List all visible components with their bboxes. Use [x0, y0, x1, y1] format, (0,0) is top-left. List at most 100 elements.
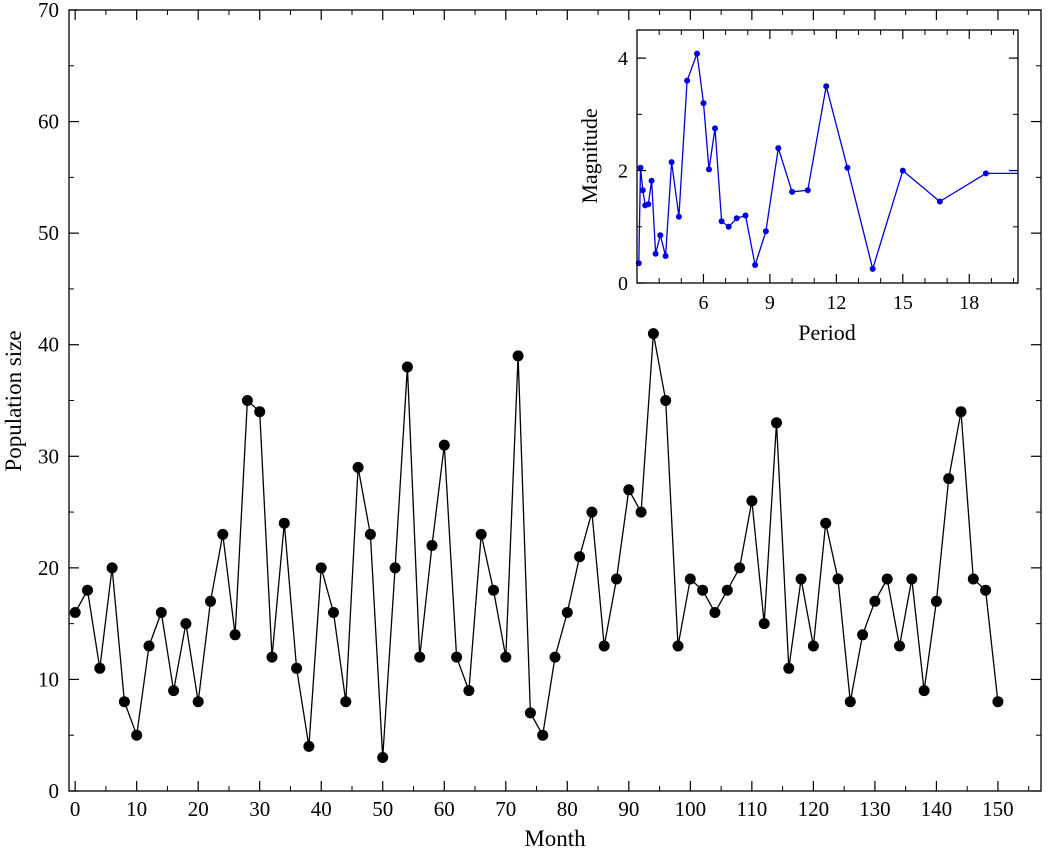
x-tick-label: 12	[826, 292, 846, 314]
data-point	[742, 212, 749, 219]
x-tick-label: 10	[126, 797, 147, 821]
data-point	[637, 164, 644, 171]
data-point	[328, 607, 339, 618]
y-tick-label: 10	[38, 667, 59, 691]
data-point	[315, 562, 327, 574]
data-point	[746, 495, 758, 507]
data-point	[789, 188, 796, 195]
data-point	[623, 484, 635, 496]
data-point	[377, 752, 389, 763]
x-tick-label: 90	[618, 797, 639, 821]
y-tick-label: 0	[49, 779, 60, 803]
data-point	[684, 77, 691, 84]
data-point	[598, 640, 610, 652]
data-point	[955, 406, 967, 418]
data-point	[869, 595, 881, 607]
data-point	[635, 506, 647, 518]
data-point	[574, 551, 586, 563]
data-point	[795, 573, 807, 585]
y-tick-label: 0	[618, 273, 628, 295]
data-point	[662, 253, 669, 259]
data-point	[832, 573, 844, 585]
x-tick-label: 6	[698, 292, 708, 314]
data-point	[807, 640, 819, 652]
x-tick-label: 50	[372, 797, 393, 821]
data-point	[844, 696, 856, 708]
data-point	[936, 198, 943, 205]
data-point	[168, 685, 180, 697]
data-point	[684, 573, 696, 585]
inset-background	[637, 30, 1018, 283]
y-tick-label: 30	[38, 444, 59, 468]
data-point	[899, 167, 906, 174]
y-tick-label: 20	[38, 556, 59, 580]
series-line	[74, 333, 999, 758]
data-point	[639, 187, 646, 194]
series-line	[638, 53, 1018, 272]
data-point	[488, 584, 499, 596]
data-point	[712, 125, 718, 132]
data-point	[697, 584, 709, 596]
x-tick-label: 30	[249, 797, 270, 821]
data-point	[94, 662, 106, 674]
data-point	[694, 50, 700, 57]
data-point	[657, 232, 664, 239]
data-point	[992, 696, 1004, 708]
x-tick-label: 110	[736, 797, 767, 821]
data-point	[668, 159, 675, 166]
data-point	[241, 395, 253, 406]
data-point	[229, 629, 241, 641]
data-point	[645, 201, 652, 208]
data-point	[364, 528, 376, 540]
data-point	[192, 696, 204, 708]
data-point	[401, 361, 413, 373]
data-point	[155, 607, 167, 618]
main-x-axis-ticks: 0 10 20 30 40 50 60 70 80 90 100 110 120 130 140 150	[70, 10, 1030, 821]
inset-plot-frame	[636, 29, 1019, 284]
data-point	[352, 461, 364, 473]
data-point	[672, 640, 684, 652]
y-tick-label: 60	[38, 110, 59, 134]
y-tick-label: 40	[38, 333, 59, 357]
inset-x-axis-ticks: 6 9 12 15 18	[636, 30, 1015, 314]
data-point	[733, 215, 740, 222]
y-tick-label: 2	[618, 161, 628, 183]
inset-y-axis-ticks: 0 2 4	[618, 48, 1018, 295]
data-point	[823, 83, 830, 90]
data-point	[869, 265, 876, 272]
x-tick-label: 130	[859, 797, 891, 821]
x-tick-label: 18	[959, 292, 979, 314]
data-point	[725, 223, 732, 230]
data-point	[512, 350, 524, 362]
data-point	[438, 439, 450, 451]
data-point	[709, 607, 721, 618]
data-point	[721, 584, 733, 596]
data-point	[389, 562, 401, 574]
inset-x-axis-title: Period	[798, 320, 855, 345]
data-point	[118, 696, 130, 708]
x-tick-label: 20	[188, 797, 209, 821]
inset-plot: 6 9 12 15 18 0 2 4 Period Magnitude	[577, 29, 1019, 345]
data-point	[278, 517, 290, 529]
data-point	[217, 528, 229, 540]
data-point	[82, 584, 93, 596]
x-axis-title: Month	[524, 826, 586, 851]
y-tick-label: 50	[38, 221, 59, 245]
data-point	[918, 685, 930, 697]
data-point	[340, 696, 352, 708]
population-series	[69, 328, 1004, 763]
data-point	[303, 740, 315, 752]
data-point	[451, 651, 463, 663]
data-point	[254, 406, 266, 418]
y-axis-title: Population size	[1, 330, 26, 471]
x-tick-label: 80	[557, 797, 578, 821]
y-tick-label: 4	[618, 48, 628, 70]
x-tick-label: 0	[70, 797, 81, 821]
data-point	[561, 607, 573, 618]
data-point	[752, 262, 759, 268]
x-tick-label: 60	[434, 797, 455, 821]
data-point	[758, 618, 770, 630]
x-tick-label: 150	[982, 797, 1014, 821]
